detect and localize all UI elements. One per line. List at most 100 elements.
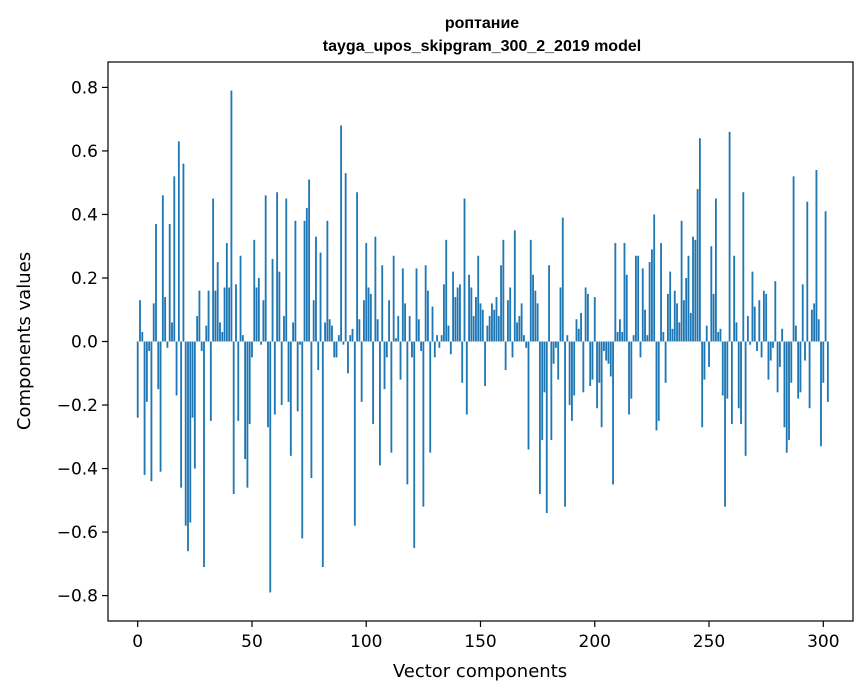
bar-284 — [785, 341, 788, 453]
bar-144 — [465, 341, 468, 415]
bar-247 — [701, 341, 704, 428]
bar-251 — [710, 246, 713, 342]
bar-27 — [198, 290, 201, 342]
bar-117 — [404, 303, 406, 342]
bar-12 — [164, 297, 167, 342]
bar-270 — [753, 306, 756, 342]
bar-207 — [609, 341, 612, 377]
bar-250 — [708, 341, 710, 367]
bar-41 — [230, 90, 233, 342]
bar-120 — [411, 341, 413, 358]
bar-187 — [564, 341, 566, 507]
bar-62 — [278, 271, 281, 342]
bar-59 — [271, 258, 274, 342]
bar-178 — [543, 341, 546, 393]
bar-202 — [598, 341, 601, 383]
bar-226 — [653, 214, 656, 342]
bar-194 — [580, 312, 582, 342]
y-tick-label: −0.4 — [57, 460, 98, 480]
bar-53 — [257, 277, 260, 342]
y-tick-label: 0.6 — [71, 142, 98, 162]
bar-242 — [689, 312, 692, 342]
bar-6 — [150, 341, 153, 482]
bar-265 — [742, 192, 745, 342]
bar-241 — [687, 255, 690, 342]
bar-9 — [157, 341, 160, 390]
bar-58 — [269, 341, 272, 593]
bar-32 — [209, 341, 212, 421]
bar-249 — [705, 325, 708, 342]
x-tick-label: 0 — [132, 632, 143, 652]
bar-16 — [173, 176, 176, 342]
bar-298 — [817, 319, 820, 342]
bar-21 — [184, 341, 187, 526]
bar-131 — [436, 335, 438, 342]
bar-85 — [331, 325, 333, 342]
bar-229 — [660, 243, 662, 342]
bar-264 — [740, 341, 742, 425]
bar-168 — [520, 303, 523, 342]
bar-235 — [673, 290, 676, 342]
bar-1 — [139, 300, 141, 342]
bar-230 — [662, 331, 665, 342]
bar-285 — [788, 341, 790, 440]
bar-108 — [383, 341, 386, 390]
bar-199 — [591, 341, 594, 380]
bar-228 — [657, 341, 660, 421]
bar-289 — [797, 341, 800, 399]
bar-35 — [216, 262, 219, 342]
bar-128 — [429, 341, 432, 453]
bar-171 — [527, 341, 530, 450]
bar-162 — [507, 300, 509, 342]
bar-220 — [639, 341, 642, 358]
bar-160 — [502, 239, 505, 342]
bar-184 — [557, 341, 560, 380]
bar-299 — [820, 341, 822, 447]
bar-297 — [815, 169, 818, 342]
bar-45 — [239, 255, 242, 342]
y-tick-label: −0.6 — [57, 523, 98, 543]
x-tick-label: 50 — [241, 632, 263, 652]
bar-46 — [241, 335, 244, 342]
bar-74 — [305, 208, 308, 342]
bar-31 — [207, 290, 210, 342]
bar-248 — [703, 341, 706, 380]
x-tick-label: 300 — [807, 632, 839, 652]
bar-153 — [486, 325, 489, 342]
bar-23 — [189, 341, 192, 523]
bar-157 — [495, 297, 498, 342]
bar-301 — [824, 211, 827, 342]
bar-274 — [762, 290, 765, 342]
bar-22 — [187, 341, 189, 552]
bar-296 — [813, 303, 816, 342]
bar-189 — [568, 341, 571, 406]
bar-4 — [145, 341, 148, 402]
bar-63 — [280, 341, 283, 406]
bar-214 — [625, 274, 628, 342]
bar-26 — [196, 316, 199, 342]
bar-158 — [497, 316, 500, 342]
bar-88 — [337, 335, 340, 342]
bar-91 — [344, 173, 347, 342]
bar-170 — [525, 341, 528, 348]
bar-221 — [641, 268, 644, 342]
bar-78 — [315, 236, 317, 342]
bar-175 — [536, 303, 539, 342]
bar-130 — [433, 341, 436, 358]
bar-11 — [161, 195, 164, 342]
bar-146 — [470, 287, 473, 342]
bar-92 — [347, 341, 349, 374]
bar-275 — [765, 293, 768, 342]
bar-151 — [481, 309, 484, 342]
bar-174 — [534, 290, 537, 342]
bar-104 — [374, 236, 377, 342]
bar-292 — [804, 341, 806, 361]
bar-25 — [193, 341, 196, 469]
bar-259 — [728, 131, 731, 342]
bar-89 — [340, 125, 343, 342]
bar-106 — [379, 341, 381, 466]
bar-111 — [390, 341, 393, 453]
bar-223 — [646, 335, 649, 342]
bar-69 — [294, 220, 297, 342]
bar-13 — [166, 341, 169, 348]
